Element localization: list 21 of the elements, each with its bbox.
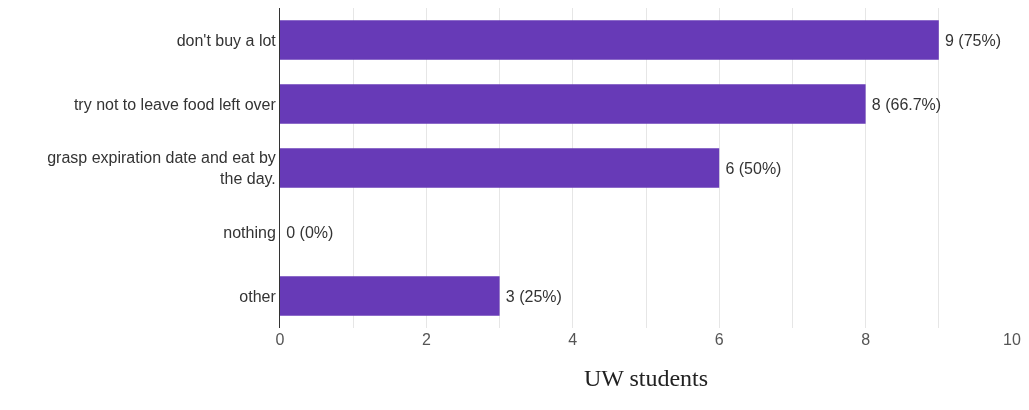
bar — [280, 20, 939, 60]
x-tick-label: 0 — [275, 331, 285, 348]
y-tick-label: other — [239, 287, 277, 305]
y-tick-label: try not to leave food left over — [73, 95, 277, 113]
data-label: 6 (50%) — [722, 159, 782, 177]
bar — [280, 148, 720, 188]
y-tick-label: nothing — [223, 223, 276, 241]
y-tick-label: grasp expiration date and eat by the day. — [47, 149, 276, 187]
data-label: 9 (75%) — [941, 31, 1002, 49]
data-label: 8 (66.7%) — [868, 95, 942, 113]
y-tick-label: don't buy a lot — [176, 31, 277, 49]
x-axis-title: UW students — [583, 365, 709, 392]
x-tick-label: 4 — [568, 331, 578, 348]
x-tick-label: 2 — [421, 331, 431, 348]
x-tick-label: 6 — [714, 331, 724, 348]
x-tick-label: 10 — [1003, 331, 1021, 348]
bar — [280, 84, 866, 124]
data-label: 0 (0%) — [283, 223, 334, 241]
data-label: 3 (25%) — [502, 287, 562, 305]
x-tick-label: 8 — [861, 331, 871, 348]
bar — [280, 276, 500, 316]
